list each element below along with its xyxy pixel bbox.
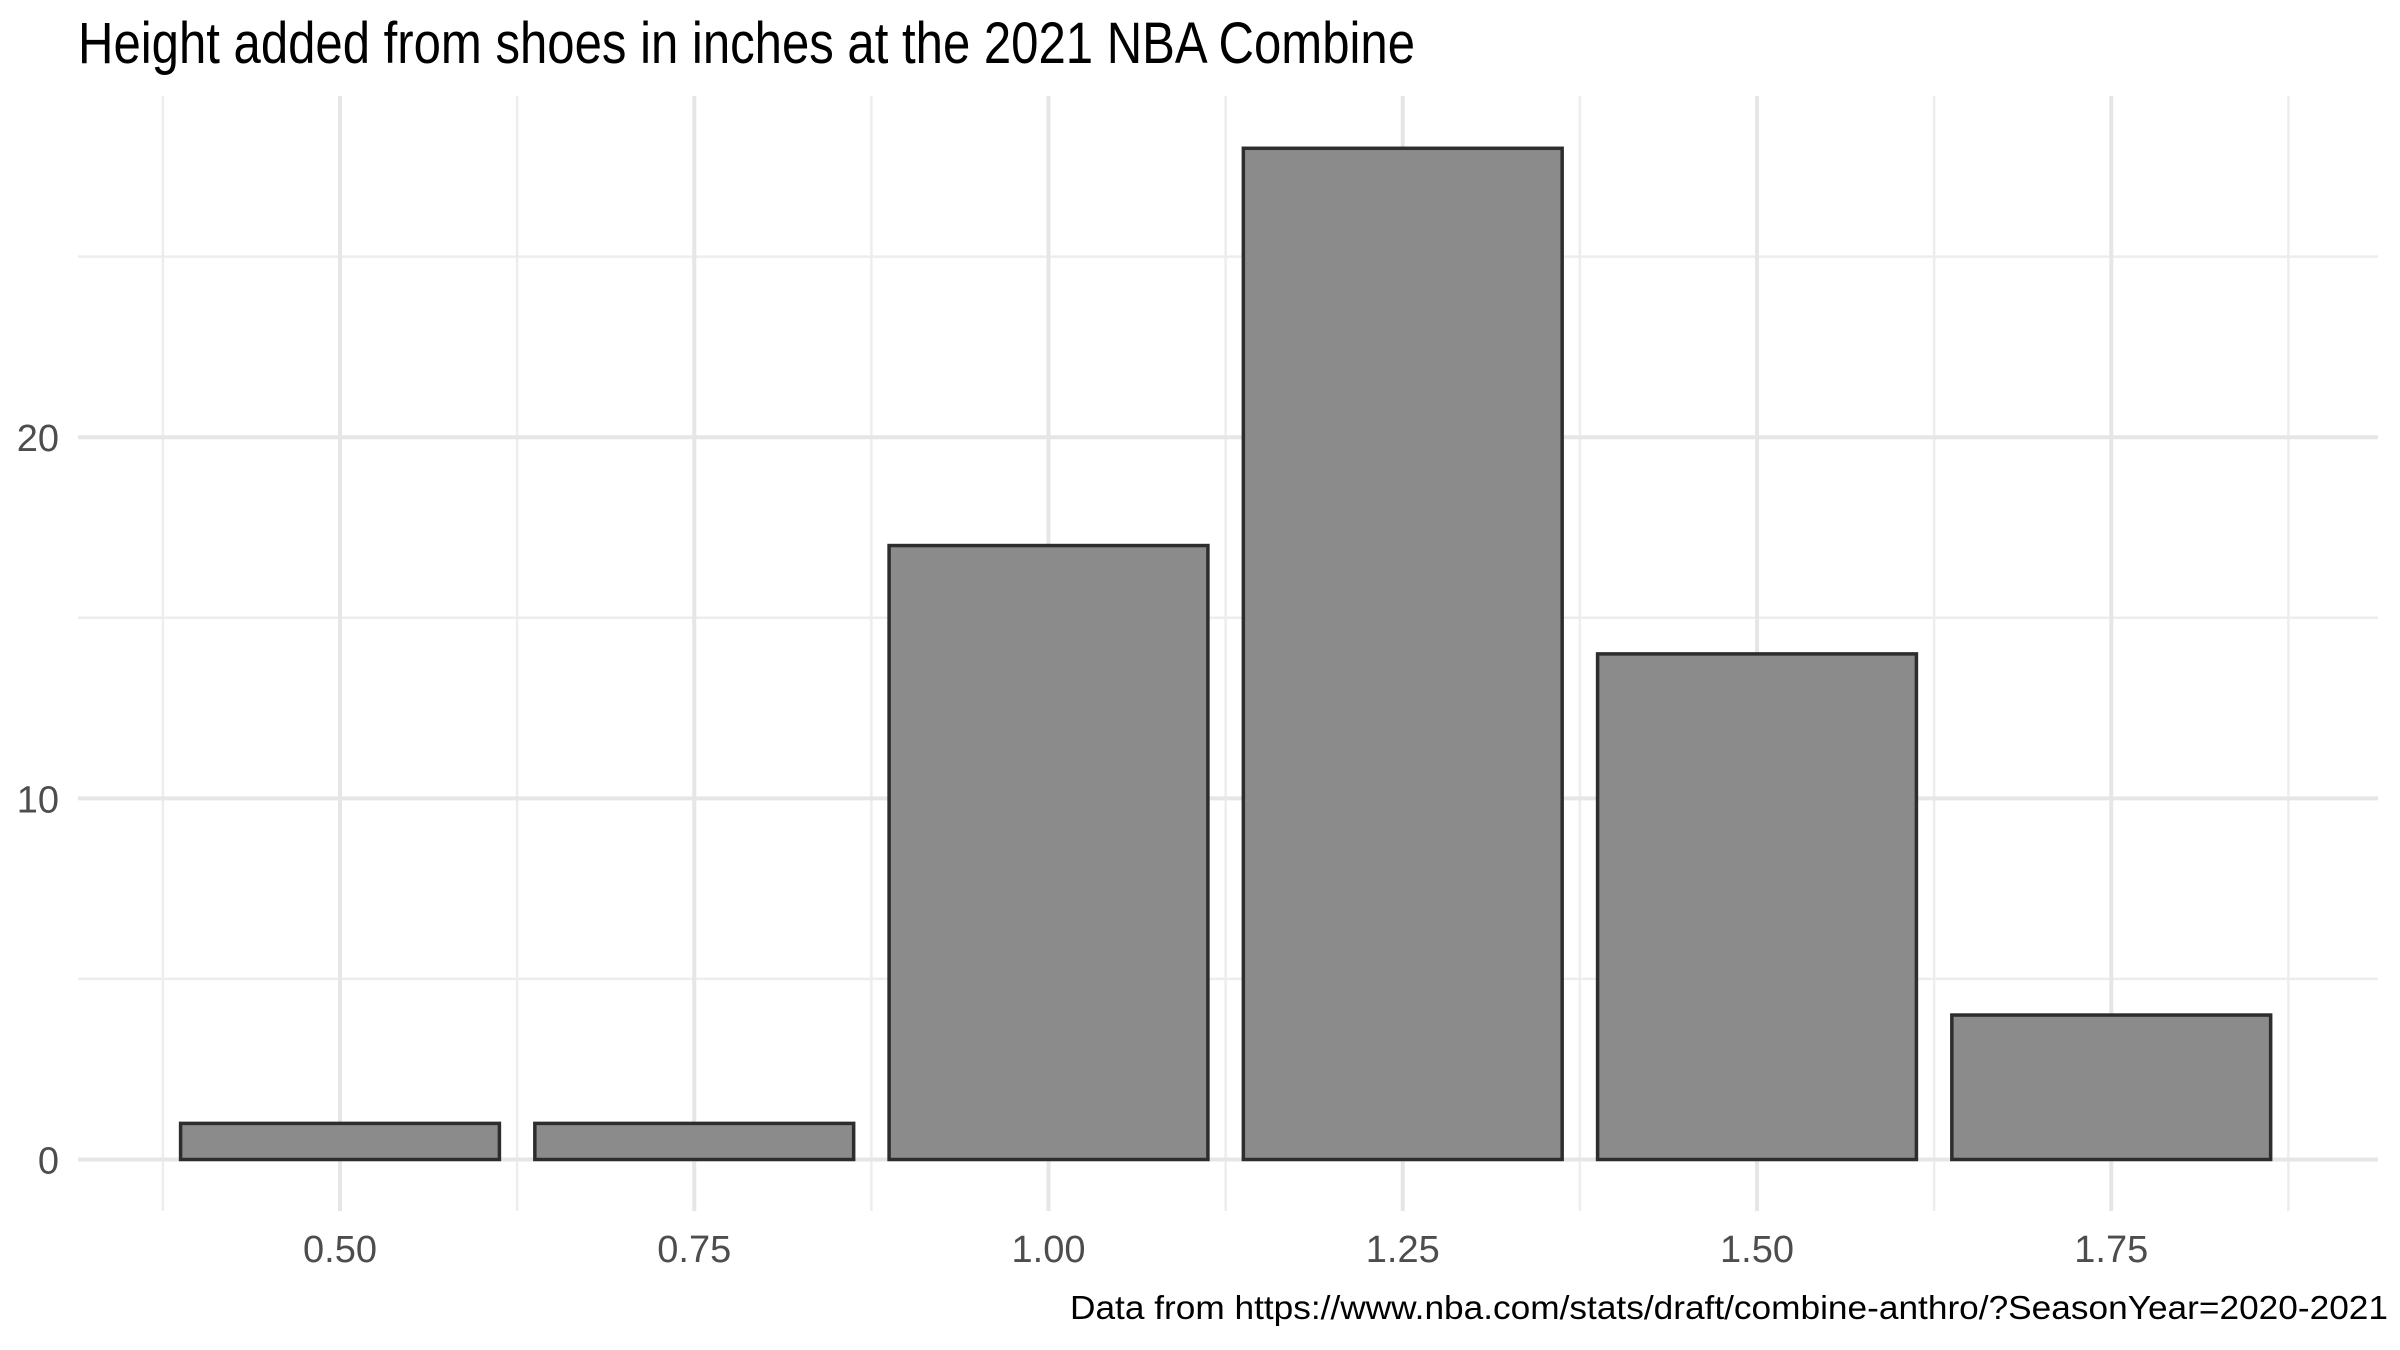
bar (178, 1121, 502, 1162)
y-tick-label: 10 (17, 779, 59, 821)
bar (887, 543, 1210, 1162)
bar (1241, 146, 1564, 1162)
x-axis-tick-labels: 0.50 0.75 1.00 1.25 1.50 1.75 (303, 1229, 2148, 1271)
x-tick-label: 1.50 (1720, 1229, 1794, 1271)
x-tick-label: 1.75 (2074, 1229, 2148, 1271)
bar (1950, 1013, 2273, 1162)
bar (1595, 652, 1919, 1162)
gridlines-minor (78, 96, 2378, 1211)
y-tick-label: 0 (38, 1141, 59, 1183)
x-tick-label: 1.00 (1012, 1229, 1086, 1271)
x-tick-label: 0.75 (657, 1229, 731, 1271)
bar (533, 1121, 856, 1162)
chart-title: Height added from shoes in inches at the… (78, 11, 1415, 76)
x-tick-label: 1.25 (1366, 1229, 1440, 1271)
bars-group (178, 146, 2273, 1162)
y-axis-tick-labels: 0 10 20 (17, 418, 59, 1182)
x-tick-label: 0.50 (303, 1229, 377, 1271)
chart-caption: Data from https://www.nba.com/stats/draf… (1070, 1289, 2388, 1326)
y-tick-label: 20 (17, 418, 59, 460)
